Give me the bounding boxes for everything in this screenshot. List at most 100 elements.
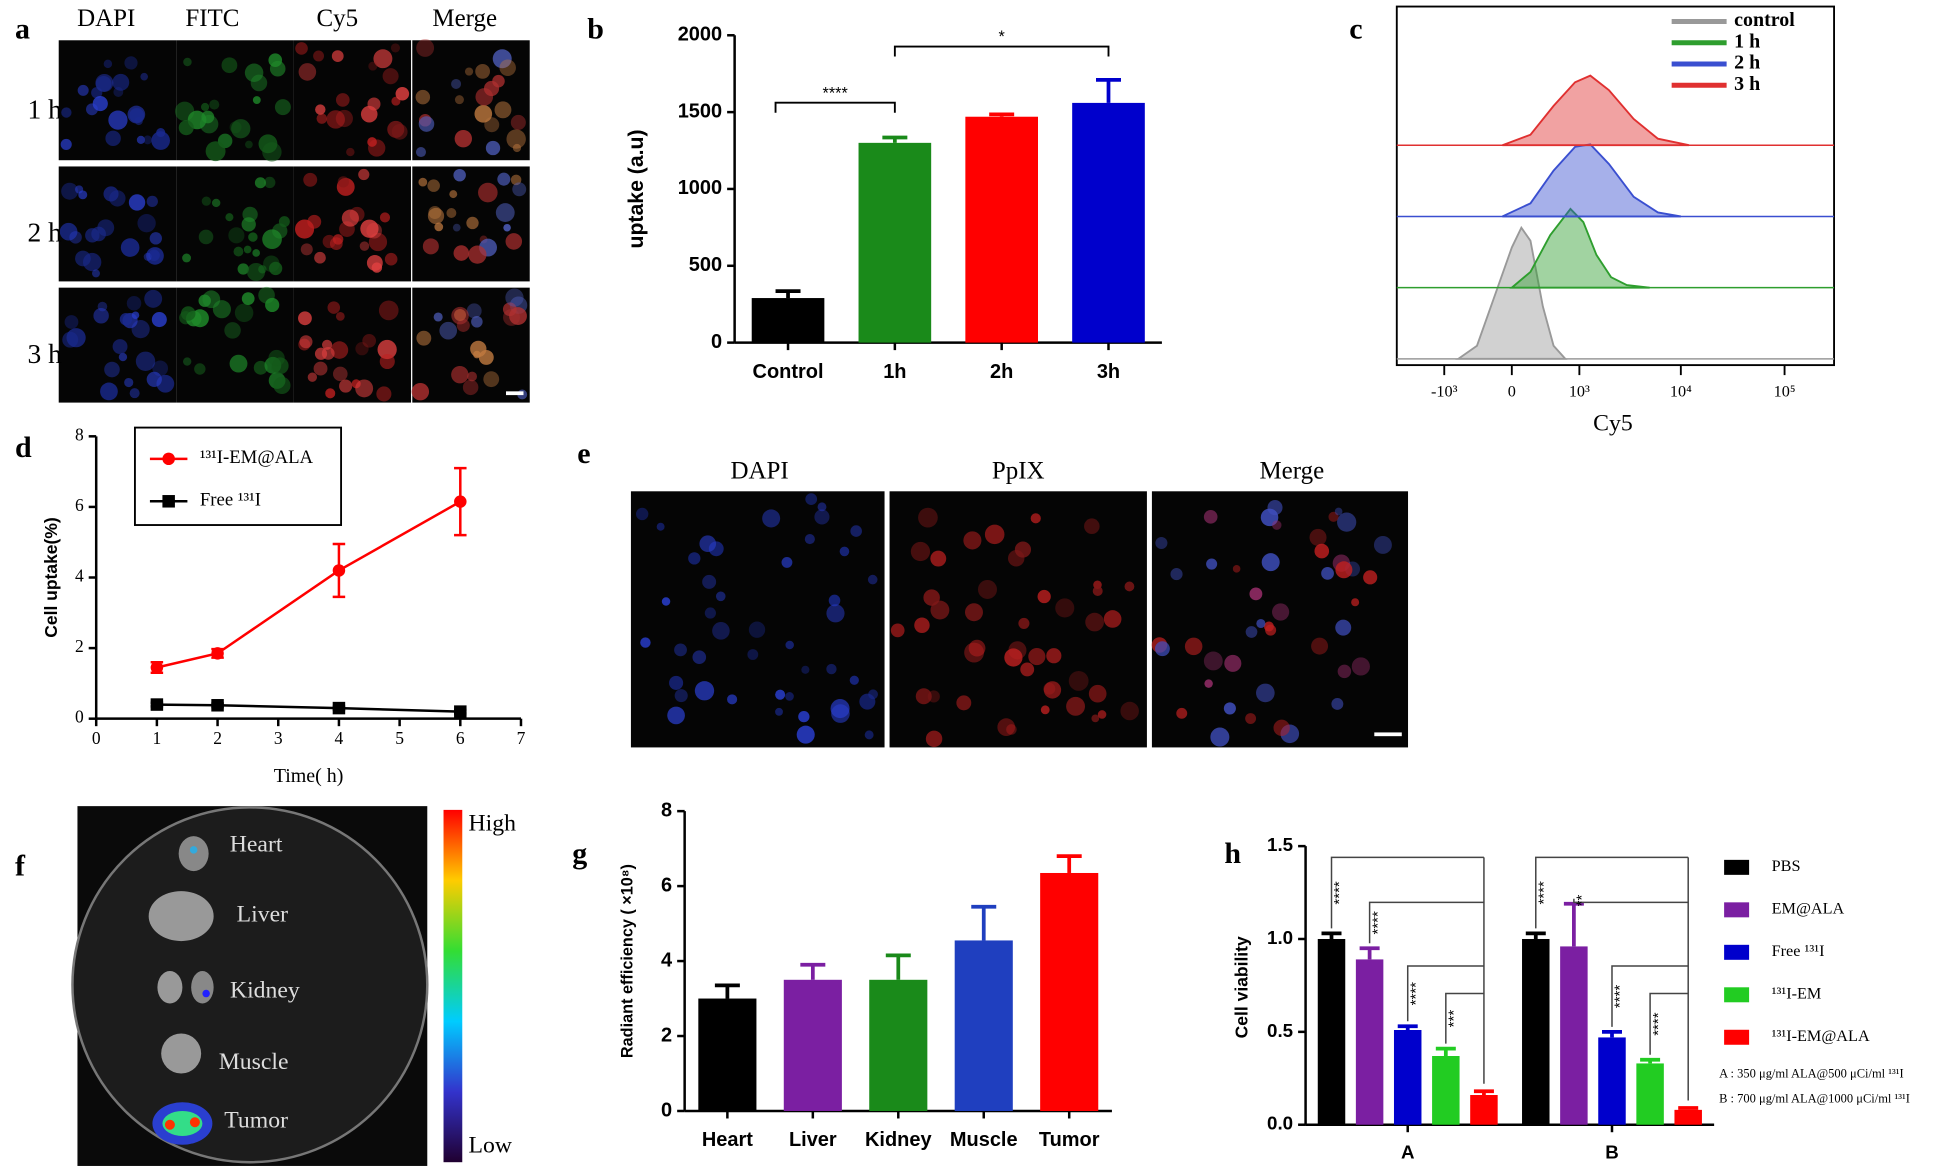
cell [75,185,84,194]
cell [1037,589,1051,604]
signal [202,989,210,998]
micrograph [889,491,1147,748]
x-tick-label: 10⁴ [1670,382,1692,400]
marker [454,705,467,718]
cell [1255,683,1275,703]
bar [698,998,757,1111]
signal [189,846,198,854]
cell [360,219,379,238]
cell [144,289,163,308]
cell [118,352,128,362]
x-tick-label: 5 [395,728,404,748]
cell [69,231,82,244]
error-bar [1601,1029,1622,1038]
significance-bracket [1368,901,1484,944]
micrograph [58,287,177,403]
row-label: 2 h [27,218,62,248]
cell [492,49,512,69]
significance-bracket [1330,856,1484,929]
cell [331,50,344,62]
cell [1210,727,1230,747]
significance-bracket [893,45,1110,57]
significance-label: ** [1574,895,1591,907]
cell [1124,581,1135,592]
cell [781,556,793,568]
cell [64,315,79,329]
cell [925,730,943,748]
cell [849,675,859,685]
cell [1043,681,1062,699]
cell [1335,619,1352,636]
marker [211,647,224,660]
cell [1170,568,1183,581]
cell [367,137,377,147]
cell [1014,541,1032,558]
x-axis-label: Time( h) [274,765,344,787]
organ-label: Muscle [219,1049,289,1075]
cell [299,335,313,349]
cell [1337,664,1352,679]
x-tick-label: B [1605,1141,1619,1162]
cell [1249,587,1263,601]
cell [300,243,313,256]
x-tick-label: 10³ [1569,382,1590,400]
cell [335,93,350,107]
cell [269,261,283,276]
cell [108,110,128,130]
cell [330,341,349,359]
legend-label: EM@ALA [1772,900,1845,918]
cell [151,312,167,328]
significance-bracket [1535,856,1689,929]
cell [258,134,278,154]
bar [1522,938,1550,1125]
cell [254,177,266,189]
micrograph [293,40,412,161]
legend-label: Free ¹³¹I [200,490,261,511]
y-axis-label: Cell uptake(%) [41,517,61,637]
y-tick-label: 6 [661,874,672,896]
cell [1066,696,1086,716]
panel-letter: g [572,837,587,870]
significance-label: *** [1446,1010,1463,1028]
cell [332,366,348,382]
cell [126,295,142,311]
cell [183,357,192,366]
cell [850,525,862,537]
cell [451,78,462,89]
significance-label: **** [1535,881,1552,904]
cell [453,245,470,261]
cell [427,207,445,225]
x-tick-label: Heart [702,1129,753,1151]
cell [817,502,827,512]
cell [198,294,211,307]
cell [86,103,98,116]
color-bar [443,809,463,1163]
cell [1176,707,1188,719]
cell [246,262,266,282]
cell [124,56,138,70]
cell [135,351,156,371]
cell [355,342,369,356]
y-tick-label: 1500 [678,100,722,122]
cell [930,550,947,567]
cell [474,105,493,123]
cell [128,194,146,211]
panel-letter: d [15,431,32,464]
bar [869,979,928,1111]
cell [859,693,876,710]
error-bar [1473,1089,1494,1096]
legend-label: ¹³¹I-EM@ALA [1772,1027,1870,1045]
cell [233,246,244,257]
bar [1040,872,1099,1111]
cell [446,208,457,218]
scale-bar [505,391,524,396]
organ-label: Kidney [230,978,300,1004]
cell [316,113,328,124]
cell [485,140,501,156]
density-curve [1502,74,1690,147]
x-tick-label: 3h [1097,361,1120,383]
cell [1224,654,1242,672]
cell [798,710,810,723]
panel-letter: e [577,437,590,470]
